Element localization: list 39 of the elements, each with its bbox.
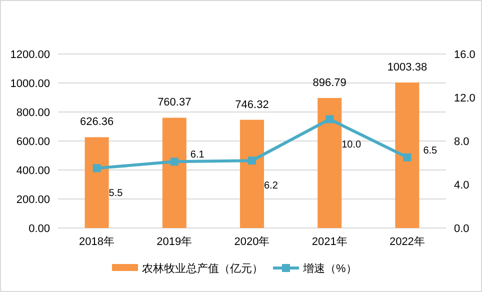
point <box>92 164 101 172</box>
data-label: 626.36 <box>80 116 114 128</box>
bar <box>84 137 109 228</box>
data-label: 896.79 <box>312 76 346 89</box>
y-tick-label: 0.00 <box>28 223 50 235</box>
y-tick-label: 600.00 <box>16 136 50 148</box>
point <box>170 158 178 166</box>
point <box>403 153 412 162</box>
x-tick-label: 2021年 <box>312 236 348 248</box>
data-label: 6.2 <box>264 180 278 192</box>
legend-label: 增速（%） <box>302 262 357 275</box>
y-tick-label: 200.00 <box>16 194 50 206</box>
y-tick-label: 800.00 <box>16 107 50 119</box>
y2-tick-label: 0.0 <box>454 223 470 235</box>
data-label: 5.5 <box>108 188 124 200</box>
legend-label: 农林牧业总产值（亿元） <box>142 262 263 275</box>
bar <box>162 118 186 228</box>
data-label: 746.32 <box>235 98 269 111</box>
y2-tick-label: 12.0 <box>454 92 476 104</box>
data-label: 1003.38 <box>387 62 428 74</box>
y2-tick-label: 16.0 <box>454 49 476 61</box>
data-label: 6.1 <box>190 150 205 161</box>
x-tick-label: 2018年 <box>79 236 115 248</box>
point <box>326 115 334 124</box>
x-tick-label: 2019年 <box>156 236 192 248</box>
data-label: 6.5 <box>423 145 438 156</box>
bar <box>395 82 420 228</box>
y2-tick-label: 8.0 <box>454 136 470 148</box>
y-tick-label: 400.00 <box>16 165 50 177</box>
bar <box>318 98 342 228</box>
y2-tick-label: 4.0 <box>454 180 470 192</box>
y-tick-label: 1200.00 <box>10 49 50 61</box>
data-label: 760.37 <box>158 96 192 109</box>
point <box>248 156 256 165</box>
data-label: 10.0 <box>342 139 362 150</box>
bar <box>240 120 264 228</box>
x-tick-label: 2022年 <box>389 236 425 248</box>
y-tick-label: 1000.00 <box>10 78 50 90</box>
x-tick-label: 2020年 <box>234 236 270 248</box>
